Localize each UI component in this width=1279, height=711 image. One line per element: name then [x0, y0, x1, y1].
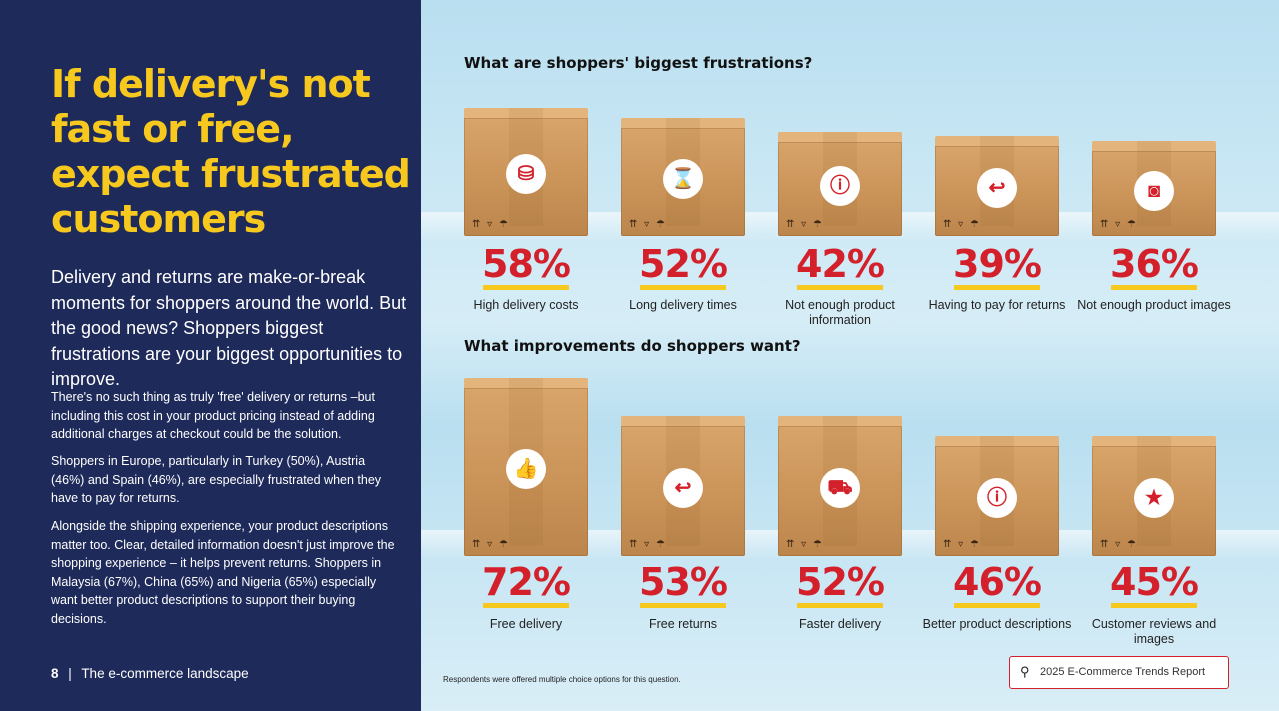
- intro-text: Delivery and returns are make-or-break m…: [51, 267, 407, 389]
- report-link-label: 2025 E-Commerce Trends Report: [1040, 666, 1206, 678]
- cardboard-box: ⓘ ⇈ ▿ ☂: [778, 132, 902, 236]
- stat-underline: [797, 603, 883, 608]
- cardboard-box: ⛁ ⇈ ▿ ☂: [464, 108, 588, 236]
- stat-percentage: 36%: [1110, 242, 1199, 286]
- stat-card: ↩ ⇈ ▿ ☂ 39% Having to pay for returns: [927, 0, 1067, 711]
- stat-label: Long delivery times: [629, 298, 737, 312]
- package-handling-symbols: ⇈ ▿ ☂: [943, 539, 981, 550]
- return-arrow-icon: ↩: [663, 468, 703, 508]
- page-footer: 8 | The e-commerce landscape: [51, 666, 249, 681]
- stat-underline: [483, 603, 569, 608]
- stat-label: Better product descriptions: [922, 617, 1072, 631]
- cardboard-box: ⛟ ⇈ ▿ ☂: [778, 416, 902, 556]
- stat-percentage: 45%: [1110, 560, 1199, 604]
- stat-card: 👍 ⇈ ▿ ☂ 72% Free delivery: [456, 0, 596, 711]
- body-paragraph: Alongside the shipping experience, your …: [51, 519, 395, 626]
- package-handling-symbols: ⇈ ▿ ☂: [1100, 539, 1138, 550]
- footnote: Respondents were offered multiple choice…: [443, 675, 681, 684]
- info-icon: ⓘ: [820, 166, 860, 206]
- delivery-truck-icon: ⛟: [820, 468, 860, 508]
- cardboard-box: 👍 ⇈ ▿ ☂: [464, 378, 588, 556]
- page-number: 8: [51, 666, 59, 681]
- stat-percentage: 46%: [953, 560, 1042, 604]
- stat-card: ◙ ⇈ ▿ ☂ 36% Not enough product images: [1077, 0, 1231, 711]
- stat-card: ↩ ⇈ ▿ ☂ 53% Free returns: [613, 0, 753, 711]
- frustrations-question: What are shoppers' biggest frustrations?: [464, 54, 813, 72]
- stat-percentage: 52%: [639, 242, 728, 286]
- stat-label: Not enough product images: [1077, 298, 1231, 312]
- package-handling-symbols: ⇈ ▿ ☂: [786, 539, 824, 550]
- cardboard-box: ◙ ⇈ ▿ ☂: [1092, 141, 1216, 236]
- coins-icon: ⛁: [506, 154, 546, 194]
- info-icon: ⓘ: [977, 478, 1017, 518]
- stat-card: ⓘ ⇈ ▿ ☂ 46% Better product descriptions: [923, 0, 1071, 711]
- stat-label: High delivery costs: [473, 298, 579, 312]
- package-handling-symbols: ⇈ ▿ ☂: [629, 539, 667, 550]
- stat-percentage: 58%: [482, 242, 571, 286]
- stat-card: ⛁ ⇈ ▿ ☂ 58% High delivery costs: [456, 0, 596, 711]
- stat-card: ★ ⇈ ▿ ☂ 45% Customer reviews and images: [1084, 0, 1224, 711]
- cardboard-box: ↩ ⇈ ▿ ☂: [621, 416, 745, 556]
- stat-label: Having to pay for returns: [928, 298, 1066, 312]
- stat-underline: [1111, 603, 1197, 608]
- stat-underline: [640, 603, 726, 608]
- stat-card: ⛟ ⇈ ▿ ☂ 52% Faster delivery: [770, 0, 910, 711]
- stat-label: Not enough product information: [785, 298, 895, 327]
- stat-percentage: 42%: [796, 242, 885, 286]
- package-handling-symbols: ⇈ ▿ ☂: [629, 219, 667, 230]
- package-handling-symbols: ⇈ ▿ ☂: [472, 219, 510, 230]
- package-handling-symbols: ⇈ ▿ ☂: [786, 219, 824, 230]
- camera-stars-icon: ★: [1134, 478, 1174, 518]
- footer-separator: |: [68, 666, 72, 681]
- package-handling-symbols: ⇈ ▿ ☂: [472, 539, 510, 550]
- package-handling-symbols: ⇈ ▿ ☂: [943, 219, 981, 230]
- stat-underline: [1111, 285, 1197, 290]
- cardboard-box: ★ ⇈ ▿ ☂: [1092, 436, 1216, 556]
- stat-percentage: 72%: [482, 560, 571, 604]
- stat-underline: [954, 603, 1040, 608]
- improvements-question: What improvements do shoppers want?: [464, 337, 801, 355]
- stat-card: ⓘ ⇈ ▿ ☂ 42% Not enough product information: [770, 0, 910, 711]
- camera-icon: ◙: [1134, 170, 1174, 211]
- thumbs-up-icon: 👍: [506, 449, 546, 489]
- cardboard-box: ↩ ⇈ ▿ ☂: [935, 136, 1059, 236]
- stat-underline: [954, 285, 1040, 290]
- search-icon: ⚲: [1020, 664, 1030, 679]
- return-arrow-icon: ↩: [977, 168, 1017, 208]
- report-link-button[interactable]: ⚲ 2025 E-Commerce Trends Report: [1009, 656, 1229, 689]
- page-headline: If delivery's not fast or free, expect f…: [51, 62, 411, 241]
- package-handling-symbols: ⇈ ▿ ☂: [1100, 219, 1138, 230]
- stat-label: Free delivery: [489, 617, 563, 631]
- hourglass-icon: ⌛: [663, 159, 703, 199]
- cardboard-box: ⌛ ⇈ ▿ ☂: [621, 118, 745, 236]
- right-panel: What are shoppers' biggest frustrations?…: [421, 0, 1279, 711]
- stat-card: ⌛ ⇈ ▿ ☂ 52% Long delivery times: [613, 0, 753, 711]
- stat-underline: [640, 285, 726, 290]
- stat-percentage: 53%: [639, 560, 728, 604]
- stat-percentage: 39%: [953, 242, 1042, 286]
- stat-underline: [797, 285, 883, 290]
- stat-label: Free returns: [648, 617, 718, 631]
- left-panel: If delivery's not fast or free, expect f…: [0, 0, 421, 711]
- body-paragraph: There's no such thing as truly 'free' de…: [51, 390, 375, 441]
- cardboard-box: ⓘ ⇈ ▿ ☂: [935, 436, 1059, 556]
- stat-label: Faster delivery: [799, 617, 881, 631]
- stat-label: Customer reviews and images: [1091, 617, 1217, 646]
- body-paragraph: Shoppers in Europe, particularly in Turk…: [51, 454, 382, 505]
- stat-underline: [483, 285, 569, 290]
- section-title: The e-commerce landscape: [81, 666, 249, 681]
- stat-percentage: 52%: [796, 560, 885, 604]
